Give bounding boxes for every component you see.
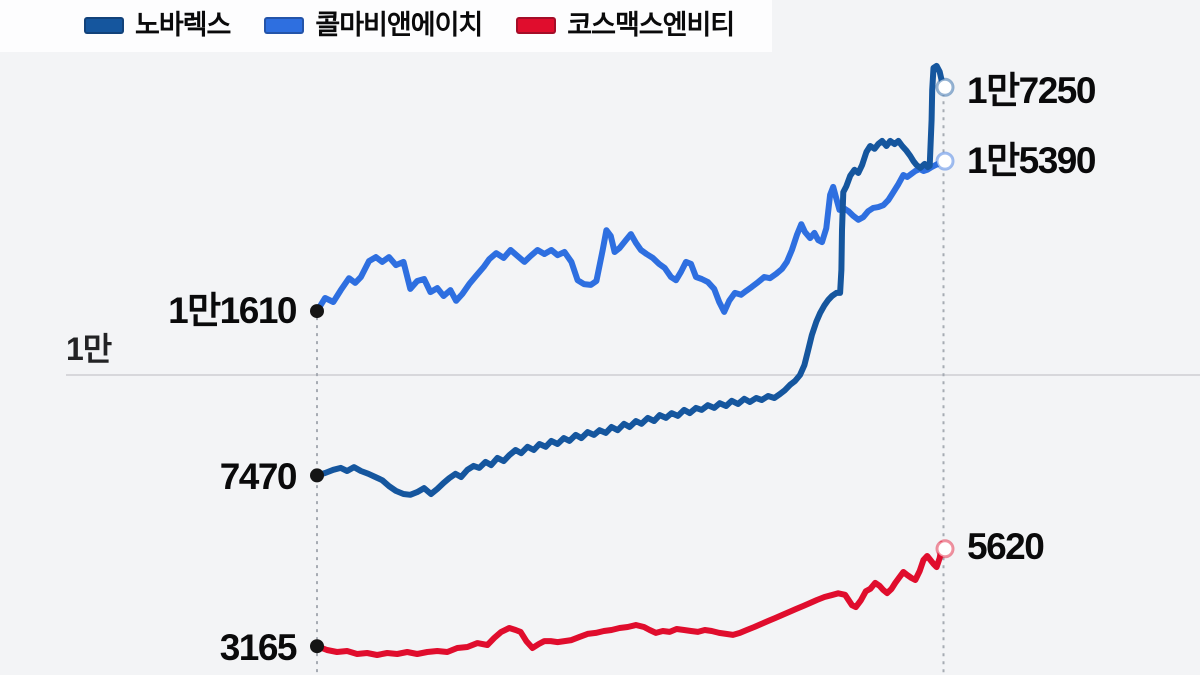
kolmar-bnh-color-swatch-icon	[264, 16, 305, 34]
kolmar-bnh-start-price-label: 1만1610	[168, 290, 297, 331]
legend-label-novarex: 노바렉스	[135, 9, 231, 40]
kolmar-bnh-end-price-label: 1만5390	[967, 140, 1096, 181]
legend-backdrop	[0, 0, 772, 52]
cosmax-nbt-end-price-label: 5620	[967, 526, 1045, 567]
y-axis-gridline-label: 1만	[66, 331, 112, 367]
novarex-color-swatch-icon	[84, 16, 124, 34]
legend-label-cosmax-nbt: 코스맥스엔비티	[567, 9, 735, 40]
start-point-kolmar-bnh	[310, 304, 324, 319]
start-point-cosmax-nbt	[310, 639, 324, 654]
legend-item-novarex: 노바렉스	[84, 9, 231, 40]
end-point-cosmax-nbt	[935, 539, 955, 559]
novarex-end-price-label: 1만7250	[967, 70, 1096, 111]
cosmax-nbt-start-price-label: 3165	[219, 627, 298, 668]
start-point-novarex	[310, 468, 324, 483]
cosmax-nbt-color-swatch-icon	[516, 16, 557, 34]
novarex-start-price-label: 7470	[219, 456, 298, 497]
legend-item-cosmax-nbt: 코스맥스엔비티	[516, 9, 735, 40]
price-line-novarex	[314, 62, 947, 498]
legend-label-kolmar-bnh: 콜마비앤에이치	[315, 9, 483, 40]
end-point-kolmar-bnh	[935, 151, 955, 171]
price-line-kolmar-bnh	[314, 158, 947, 315]
price-line-cosmax-nbt	[314, 541, 947, 658]
end-point-novarex	[935, 77, 955, 97]
legend-item-kolmar-bnh: 콜마비앤에이치	[264, 9, 483, 40]
chart-legend: 노바렉스 콜마비앤에이치 코스맥스엔비티	[84, 9, 735, 41]
